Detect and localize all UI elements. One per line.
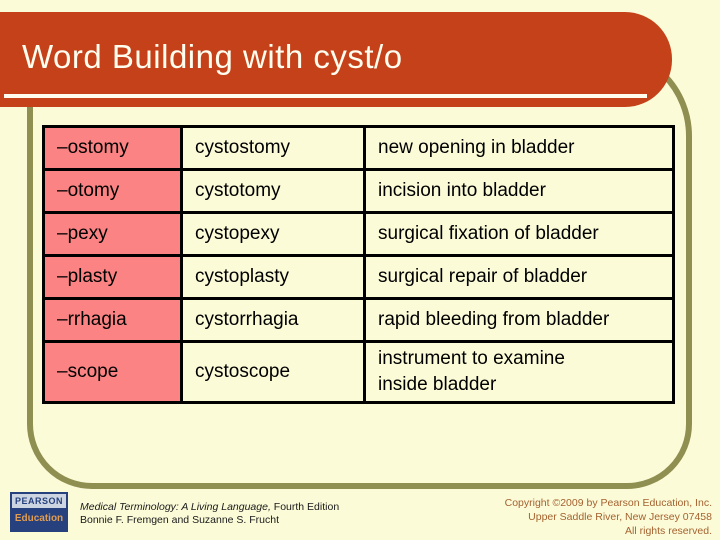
suffix-cell: –scope xyxy=(42,340,183,404)
title-banner: Word Building with cyst/o xyxy=(0,12,672,107)
table-row: –rrhagia cystorrhagia rapid bleeding fro… xyxy=(42,297,675,343)
term-cell: cystotomy xyxy=(180,168,366,214)
table-row: –plasty cystoplasty surgical repair of b… xyxy=(42,254,675,300)
term-cell: cystoplasty xyxy=(180,254,366,300)
title-underline xyxy=(4,94,647,98)
definition-cell: surgical fixation of bladder xyxy=(363,211,675,257)
definition-cell: rapid bleeding from bladder xyxy=(363,297,675,343)
term-cell: cystostomy xyxy=(180,125,366,171)
definition-cell: incision into bladder xyxy=(363,168,675,214)
pearson-logo: PEARSON Education xyxy=(10,492,68,532)
pearson-logo-wordmark: PEARSON xyxy=(12,494,66,508)
book-title: Medical Terminology: A Living Language, xyxy=(80,501,271,513)
table-row: –pexy cystopexy surgical fixation of bla… xyxy=(42,211,675,257)
term-cell: cystoscope xyxy=(180,340,366,404)
word-building-table: –ostomy cystostomy new opening in bladde… xyxy=(42,125,675,404)
copyright-line-1: Copyright ©2009 by Pearson Education, In… xyxy=(504,497,712,509)
suffix-cell: –ostomy xyxy=(42,125,183,171)
copyright-line-2: Upper Saddle River, New Jersey 07458 xyxy=(528,511,712,523)
term-cell: cystopexy xyxy=(180,211,366,257)
suffix-cell: –otomy xyxy=(42,168,183,214)
book-title-line: Medical Terminology: A Living Language, … xyxy=(80,501,339,514)
term-cell: cystorrhagia xyxy=(180,297,366,343)
definition-cell: surgical repair of bladder xyxy=(363,254,675,300)
pearson-logo-education: Education xyxy=(14,513,64,524)
suffix-cell: –rrhagia xyxy=(42,297,183,343)
table-row: –ostomy cystostomy new opening in bladde… xyxy=(42,125,675,171)
book-info: Medical Terminology: A Living Language, … xyxy=(80,501,339,527)
book-edition: Fourth Edition xyxy=(270,501,340,513)
suffix-cell: –pexy xyxy=(42,211,183,257)
page-title: Word Building with cyst/o xyxy=(22,38,403,75)
table-row: –scope cystoscope instrument to examine … xyxy=(42,340,675,404)
definition-cell: instrument to examine inside bladder xyxy=(363,340,675,404)
suffix-cell: –plasty xyxy=(42,254,183,300)
copyright-notice: Copyright ©2009 by Pearson Education, In… xyxy=(505,496,712,538)
copyright-line-3: All rights reserved. xyxy=(625,525,712,537)
definition-cell: new opening in bladder xyxy=(363,125,675,171)
table-row: –otomy cystotomy incision into bladder xyxy=(42,168,675,214)
book-authors: Bonnie F. Fremgen and Suzanne S. Frucht xyxy=(80,514,280,526)
